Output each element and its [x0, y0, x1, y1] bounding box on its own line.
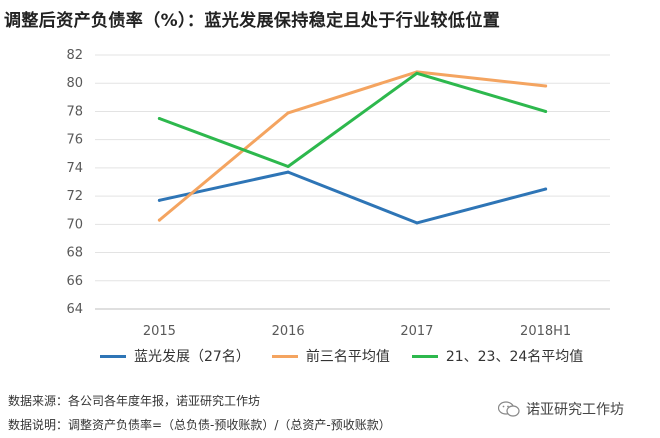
y-tick-label: 70: [66, 217, 83, 232]
series-line-0: [157, 170, 548, 225]
legend-swatch-orange: [271, 354, 298, 358]
legend-label: 前三名平均值: [305, 349, 390, 365]
y-tick-label: 80: [66, 76, 83, 91]
brand-name: 诺亚研究工作坊: [526, 402, 624, 418]
data-point: [415, 221, 419, 225]
series-line-2: [157, 71, 548, 168]
wechat-icon: [498, 401, 520, 417]
y-tick-label: 66: [66, 274, 83, 289]
legend-label: 蓝光发展（27名）: [134, 349, 250, 365]
series-line-1: [157, 70, 548, 222]
y-tick-label: 64: [66, 302, 83, 317]
data-source-note: 数据来源：各公司各年度年报，诺亚研究工作坊: [8, 394, 261, 408]
series-lines: [157, 70, 548, 225]
y-tick-label: 68: [66, 246, 83, 261]
y-axis-ticks: 64 66 68 70 72 74 76 78 80 82: [66, 48, 83, 317]
legend-item-blue: 蓝光发展（27名）: [100, 346, 250, 366]
legend-item-orange: 前三名平均值: [271, 346, 390, 366]
x-tick-label: 2017: [400, 324, 433, 339]
x-tick-label: 2016: [272, 324, 305, 339]
legend-label: 21、23、24名平均值: [445, 349, 584, 365]
data-definition-note: 数据说明：调整资产负债率=（总负债-预收账款）/（总资产-预收账款）: [8, 418, 391, 432]
y-tick-label: 76: [66, 133, 83, 148]
data-point: [544, 187, 548, 191]
data-point: [157, 198, 161, 202]
x-tick-label: 2015: [143, 324, 176, 339]
legend-item-green: 21、23、24名平均值: [411, 346, 584, 366]
data-point: [544, 84, 548, 88]
x-tick-label: 2018H1: [520, 324, 571, 339]
legend: 蓝光发展（27名） 前三名平均值 21、23、24名平均值: [100, 346, 605, 366]
y-tick-label: 78: [66, 104, 83, 119]
data-point: [286, 111, 290, 115]
data-point: [415, 71, 419, 75]
data-point: [157, 218, 161, 222]
data-point: [286, 170, 290, 174]
brand-watermark: 诺亚研究工作坊: [498, 399, 624, 419]
legend-swatch-green: [411, 354, 438, 358]
y-tick-label: 82: [66, 48, 83, 63]
data-point: [286, 164, 290, 168]
legend-swatch-blue: [100, 354, 126, 358]
y-tick-label: 74: [66, 161, 83, 176]
data-point: [157, 117, 161, 120]
y-tick-label: 72: [66, 189, 83, 204]
x-axis-ticks: 2015 2016 2017 2018H1: [143, 324, 571, 339]
chart-title: 调整后资产负债率（%）：蓝光发展保持稳定且处于行业较低位置: [4, 11, 501, 31]
data-point: [544, 109, 548, 113]
line-chart: 64 66 68 70 72 74 76 78 80 82 2015 2016 2017 2018H1: [66, 48, 610, 339]
